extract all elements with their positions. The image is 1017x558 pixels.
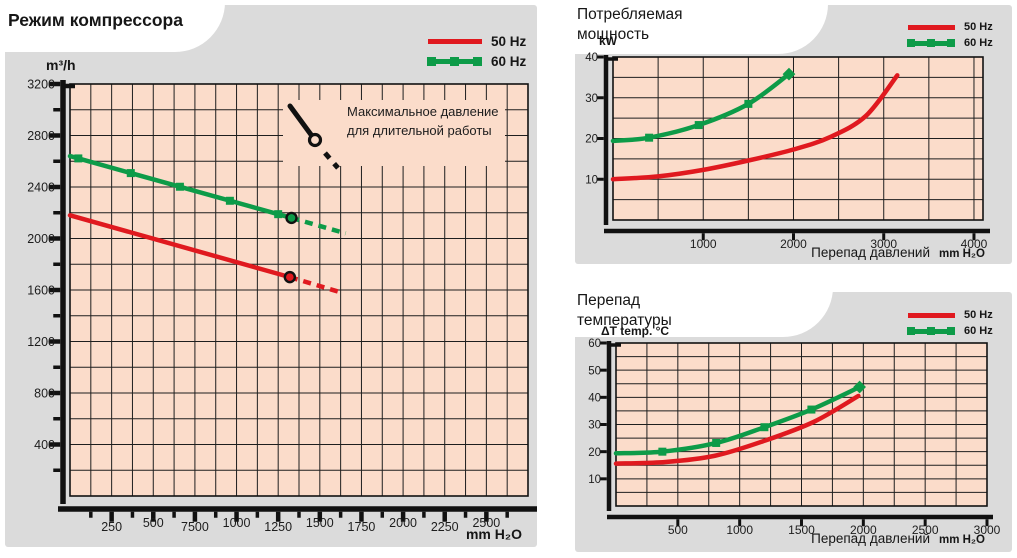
svg-text:1000: 1000 — [726, 523, 753, 537]
legend-marker-icon — [947, 38, 955, 47]
compressor-title-notch — [0, 0, 225, 52]
svg-text:60: 60 — [588, 338, 601, 350]
temperature-title-notch — [565, 285, 833, 337]
svg-text:7500: 7500 — [181, 520, 209, 534]
svg-text:3200: 3200 — [27, 78, 55, 92]
legend-marker-icon — [927, 326, 935, 335]
svg-text:800: 800 — [34, 387, 55, 401]
legend-line-50hz-icon — [428, 38, 482, 44]
x-axis-label-temperature: Перепад давлений — [811, 531, 930, 546]
x-axis-unit-compressor: mm H₂O — [465, 526, 522, 542]
x-axis-caption-power: Перепад давлений mm H₂O — [700, 245, 985, 260]
max-pressure-annotation: Максимальное давление для длительной раб… — [347, 103, 505, 140]
legend-item-60hz-compressor: 60 Hz — [427, 53, 527, 69]
legend-marker-icon — [473, 56, 482, 66]
svg-text:30: 30 — [588, 420, 601, 432]
y-axis-unit-temperature: ΔT temp. °C — [601, 324, 670, 338]
svg-text:30: 30 — [585, 93, 598, 105]
svg-text:2000: 2000 — [780, 237, 807, 251]
svg-text:1600: 1600 — [27, 284, 55, 298]
svg-text:20: 20 — [588, 447, 601, 459]
legend-label-60hz: 60 Hz — [964, 37, 993, 49]
power-title-notch — [565, 0, 828, 54]
svg-text:4000: 4000 — [961, 237, 988, 251]
chart-title-temperature: Перепад температуры — [577, 292, 672, 329]
svg-text:10: 10 — [588, 474, 601, 486]
legend-label-60hz: 60 Hz — [964, 325, 993, 337]
y-axis-unit-power: kW — [599, 34, 617, 48]
x-axis-unit-temperature: mm H₂O — [938, 534, 985, 546]
legend-label-60hz: 60 Hz — [491, 53, 527, 69]
svg-text:250: 250 — [101, 520, 122, 534]
svg-text:400: 400 — [34, 438, 55, 452]
legend-marker-icon — [450, 56, 459, 66]
svg-text:500: 500 — [143, 516, 164, 530]
svg-text:1200: 1200 — [27, 335, 55, 349]
chart-title-power: Потребляемая мощность — [577, 6, 683, 43]
svg-text:20: 20 — [585, 134, 598, 146]
legend-line-50hz-icon — [908, 312, 955, 318]
legend-marker-icon — [947, 326, 955, 335]
svg-text:50: 50 — [588, 365, 601, 377]
chart-title-compressor: Режим компрессора — [8, 10, 183, 30]
legend-marker-icon — [927, 38, 935, 47]
legend-item-50hz-compressor: 50 Hz — [428, 33, 527, 49]
svg-text:2400: 2400 — [27, 181, 55, 195]
legend-label-50hz: 50 Hz — [964, 21, 993, 33]
svg-text:2500: 2500 — [912, 523, 939, 537]
legend-marker-icon — [907, 38, 915, 47]
svg-text:1000: 1000 — [223, 516, 251, 530]
legend-label-50hz: 50 Hz — [964, 309, 993, 321]
svg-text:2000: 2000 — [389, 516, 417, 530]
svg-text:2000: 2000 — [27, 232, 55, 246]
legend-item-60hz-temperature: 60 Hz — [907, 324, 993, 338]
x-axis-caption-temperature: Перепад давлений mm H₂O — [700, 531, 985, 546]
svg-text:2800: 2800 — [27, 129, 55, 143]
svg-text:2000: 2000 — [850, 523, 877, 537]
svg-text:10: 10 — [585, 174, 598, 186]
y-axis-unit-compressor: m³/h — [46, 57, 76, 73]
x-axis-label-power: Перепад давлений — [811, 245, 930, 260]
x-axis-unit-power: mm H₂O — [938, 248, 985, 260]
svg-text:40: 40 — [585, 52, 598, 64]
svg-text:1250: 1250 — [264, 520, 292, 534]
svg-text:1500: 1500 — [788, 523, 815, 537]
legend-line-60hz-icon — [907, 326, 955, 335]
svg-text:3000: 3000 — [870, 237, 897, 251]
legend-marker-icon — [907, 326, 915, 335]
svg-text:3000: 3000 — [974, 523, 1001, 537]
svg-text:40: 40 — [588, 392, 601, 404]
svg-text:2500: 2500 — [472, 516, 500, 530]
legend-item-50hz-power: 50 Hz — [908, 20, 993, 34]
svg-text:1750: 1750 — [348, 520, 376, 534]
svg-text:1000: 1000 — [690, 237, 717, 251]
legend-item-60hz-power: 60 Hz — [907, 36, 993, 50]
legend-line-60hz-icon — [427, 56, 482, 66]
svg-text:1500: 1500 — [306, 516, 334, 530]
svg-text:2250: 2250 — [431, 520, 459, 534]
legend-line-50hz-icon — [908, 24, 955, 30]
legend-item-50hz-temperature: 50 Hz — [908, 308, 993, 322]
svg-text:500: 500 — [668, 523, 688, 537]
legend-marker-icon — [427, 56, 436, 66]
legend-line-60hz-icon — [907, 38, 955, 47]
legend-label-50hz: 50 Hz — [491, 33, 527, 49]
